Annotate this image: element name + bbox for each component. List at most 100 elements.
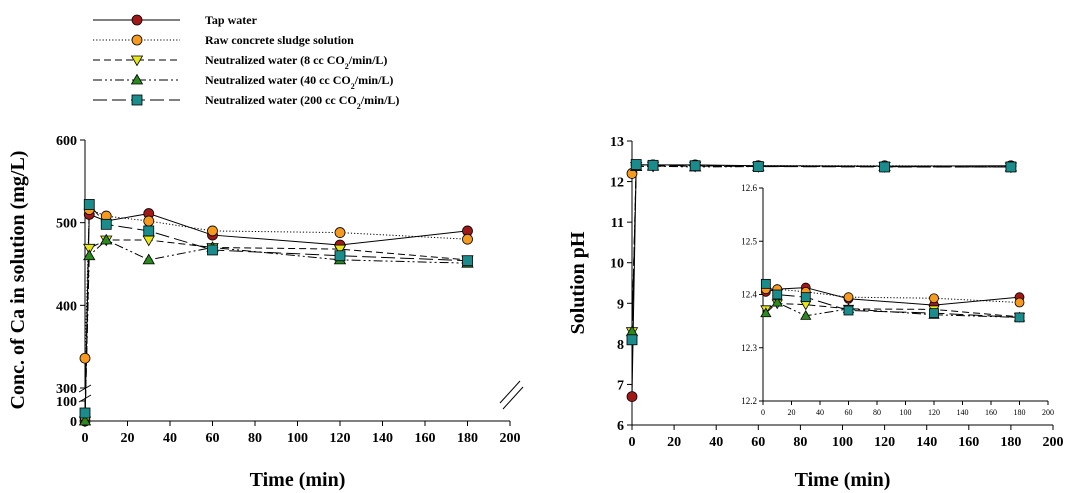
x-tick-label: 140 xyxy=(372,431,393,446)
data-point xyxy=(462,255,473,267)
inset-x-tick-label: 180 xyxy=(1014,408,1026,417)
data-point xyxy=(100,233,113,245)
x-tick-label: 160 xyxy=(958,435,979,450)
inset-data-point xyxy=(1014,312,1025,323)
x-tick-label: 180 xyxy=(457,431,478,446)
inset-x-tick-label: 0 xyxy=(761,408,765,417)
legend-label-text: Neutralized water (8 cc CO xyxy=(205,53,345,67)
y-tick-label: 12 xyxy=(610,176,624,191)
axis-break-mark xyxy=(502,386,524,410)
inset-data-point xyxy=(771,296,783,307)
legend-entry: Neutralized water (40 cc CO2/min/L) xyxy=(93,73,393,91)
y-tick-label: 13 xyxy=(610,135,624,150)
data-point xyxy=(689,160,701,172)
legend-label-subscript: 2 xyxy=(345,62,349,71)
legend-label: Raw concrete sludge solution xyxy=(205,33,354,47)
inset-data-point xyxy=(800,292,811,303)
inset-x-tick-label: 60 xyxy=(845,408,853,417)
y-tick-label: 6 xyxy=(617,419,624,434)
legend-label: Neutralized water (8 cc CO2/min/L) xyxy=(205,53,387,71)
series-line xyxy=(84,239,468,422)
inset-x-tick-label: 200 xyxy=(1042,408,1054,417)
legend-label-subscript: 2 xyxy=(351,82,355,91)
x-tick-label: 100 xyxy=(287,431,308,446)
legend-entry: Tap water xyxy=(93,13,258,27)
x-axis-label: Time (min) xyxy=(795,469,891,491)
inset-x-tick-label: 40 xyxy=(816,408,824,417)
data-point xyxy=(142,253,155,265)
x-tick-label: 140 xyxy=(916,435,937,450)
inset-data-point xyxy=(843,305,854,316)
inset-data-point xyxy=(760,307,772,318)
x-tick-label: 20 xyxy=(121,431,135,446)
legend-label-text: Neutralized water (40 cc CO xyxy=(205,73,351,87)
data-point xyxy=(752,161,764,172)
y-tick-label: 9 xyxy=(617,297,624,312)
data-point xyxy=(333,244,347,256)
y-tick-label: 0 xyxy=(70,415,77,430)
series-line xyxy=(84,239,468,422)
legend-label-text: Neutralized water (200 cc CO xyxy=(205,93,357,107)
x-tick-label: 100 xyxy=(832,435,853,450)
data-point xyxy=(78,414,92,426)
inset-data-point xyxy=(800,310,812,320)
legend-label: Neutralized water (40 cc CO2/min/L) xyxy=(205,73,393,91)
data-point xyxy=(100,218,112,230)
legend-label-tail: /min/L) xyxy=(354,73,394,87)
y-tick-label: 8 xyxy=(617,338,624,353)
inset-data-point xyxy=(772,289,783,300)
data-point xyxy=(462,233,473,245)
inset-x-tick-label: 140 xyxy=(957,408,969,417)
inset-y-tick-label: 12.2 xyxy=(741,396,757,406)
data-point xyxy=(647,159,659,171)
inset-x-tick-label: 20 xyxy=(788,408,796,417)
x-tick-label: 80 xyxy=(793,435,807,450)
series-line xyxy=(84,203,468,414)
legend-label-text: Tap water xyxy=(205,13,258,27)
y-tick-label: 500 xyxy=(56,217,77,232)
legend-label: Neutralized water (200 cc CO2/min/L) xyxy=(205,93,399,111)
legend: Tap water Raw concrete sludge solution Neu… xyxy=(93,13,399,111)
inset-x-tick-label: 160 xyxy=(985,408,997,417)
legend-entry: Raw concrete sludge solution xyxy=(93,33,354,47)
data-point xyxy=(83,243,96,255)
axis-break-mark xyxy=(499,380,521,404)
x-tick-label: 200 xyxy=(500,431,521,446)
data-point xyxy=(1005,161,1017,173)
data-point xyxy=(334,250,346,262)
x-tick-label: 120 xyxy=(330,431,351,446)
legend-label-tail: /min/L) xyxy=(348,53,388,67)
inset-x-tick-label: 120 xyxy=(928,408,940,417)
inset-y-tick-label: 12.5 xyxy=(741,236,757,246)
data-point xyxy=(630,159,642,170)
inset-data-point xyxy=(929,308,939,319)
inset-y-tick-label: 12.4 xyxy=(741,290,757,300)
x-tick-label: 40 xyxy=(709,435,723,450)
inset-x-tick-label: 80 xyxy=(873,408,881,417)
legend-marker xyxy=(130,73,144,85)
legend-marker xyxy=(130,55,144,67)
x-tick-label: 200 xyxy=(1043,435,1064,450)
legend-entry: Neutralized water (200 cc CO2/min/L) xyxy=(93,93,399,111)
data-point xyxy=(334,227,346,238)
data-point xyxy=(626,334,638,346)
y-tick-label: 7 xyxy=(617,378,624,393)
x-tick-label: 20 xyxy=(667,435,681,450)
legend-entry: Neutralized water (8 cc CO2/min/L) xyxy=(93,53,387,71)
data-point xyxy=(79,352,91,364)
data-point xyxy=(142,235,155,247)
data-point xyxy=(83,199,95,210)
y-tick-label: 100 xyxy=(56,395,77,410)
x-tick-label: 80 xyxy=(248,431,262,446)
series-line xyxy=(84,213,468,422)
x-axis-label: Time (min) xyxy=(250,469,346,491)
x-tick-label: 180 xyxy=(1000,435,1021,450)
data-point xyxy=(143,215,155,227)
legend-label: Tap water xyxy=(205,13,258,27)
x-tick-label: 160 xyxy=(415,431,436,446)
inset-data-point xyxy=(1014,297,1025,308)
data-point xyxy=(879,161,890,173)
ph-inset-chart: 12.2 12.3 12.4 12.5 12.6 0 20 40 60 80 100 120 140 16… xyxy=(741,183,1054,417)
x-tick-label: 0 xyxy=(82,431,89,446)
legend-marker xyxy=(131,14,143,26)
